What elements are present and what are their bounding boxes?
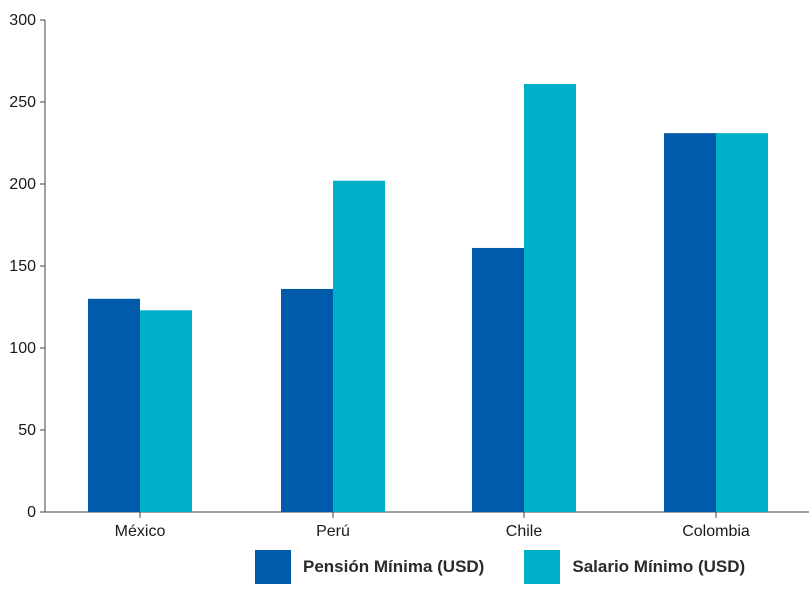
x-tick-label: Chile [506, 523, 543, 540]
legend-label-salario: Salario Mínimo (USD) [572, 557, 745, 577]
legend-label-pension: Pensión Mínima (USD) [303, 557, 484, 577]
bar-pension [88, 299, 140, 512]
x-axis: México Perú Chile Colombia [45, 512, 809, 540]
y-tick-label: 300 [9, 12, 36, 29]
legend: Pensión Mínima (USD) Salario Mínimo (USD… [255, 550, 745, 584]
legend-item-pension: Pensión Mínima (USD) [255, 550, 484, 584]
y-tick-label: 250 [9, 94, 36, 111]
x-tick-label: Colombia [682, 523, 750, 540]
x-tick-label: México [115, 523, 166, 540]
bar-pension [472, 248, 524, 512]
bar-salario [333, 181, 385, 512]
legend-swatch-pension [255, 550, 291, 584]
y-tick-label: 200 [9, 176, 36, 193]
y-axis: 0 50 100 150 200 250 300 [9, 12, 45, 521]
bar-salario [716, 133, 768, 512]
bar-pension [664, 133, 716, 512]
y-tick-label: 0 [27, 504, 36, 521]
bar-salario [140, 310, 192, 512]
legend-item-salario: Salario Mínimo (USD) [524, 550, 745, 584]
x-tick-label: Perú [316, 523, 350, 540]
y-tick-label: 150 [9, 258, 36, 275]
y-tick-label: 50 [18, 422, 36, 439]
bar-pension [281, 289, 333, 512]
legend-swatch-salario [524, 550, 560, 584]
bar-salario [524, 84, 576, 512]
bar-chart: 0 50 100 150 200 250 300 México Perú Chile Colomb… [0, 0, 809, 550]
bars [88, 84, 768, 512]
y-tick-label: 100 [9, 340, 36, 357]
